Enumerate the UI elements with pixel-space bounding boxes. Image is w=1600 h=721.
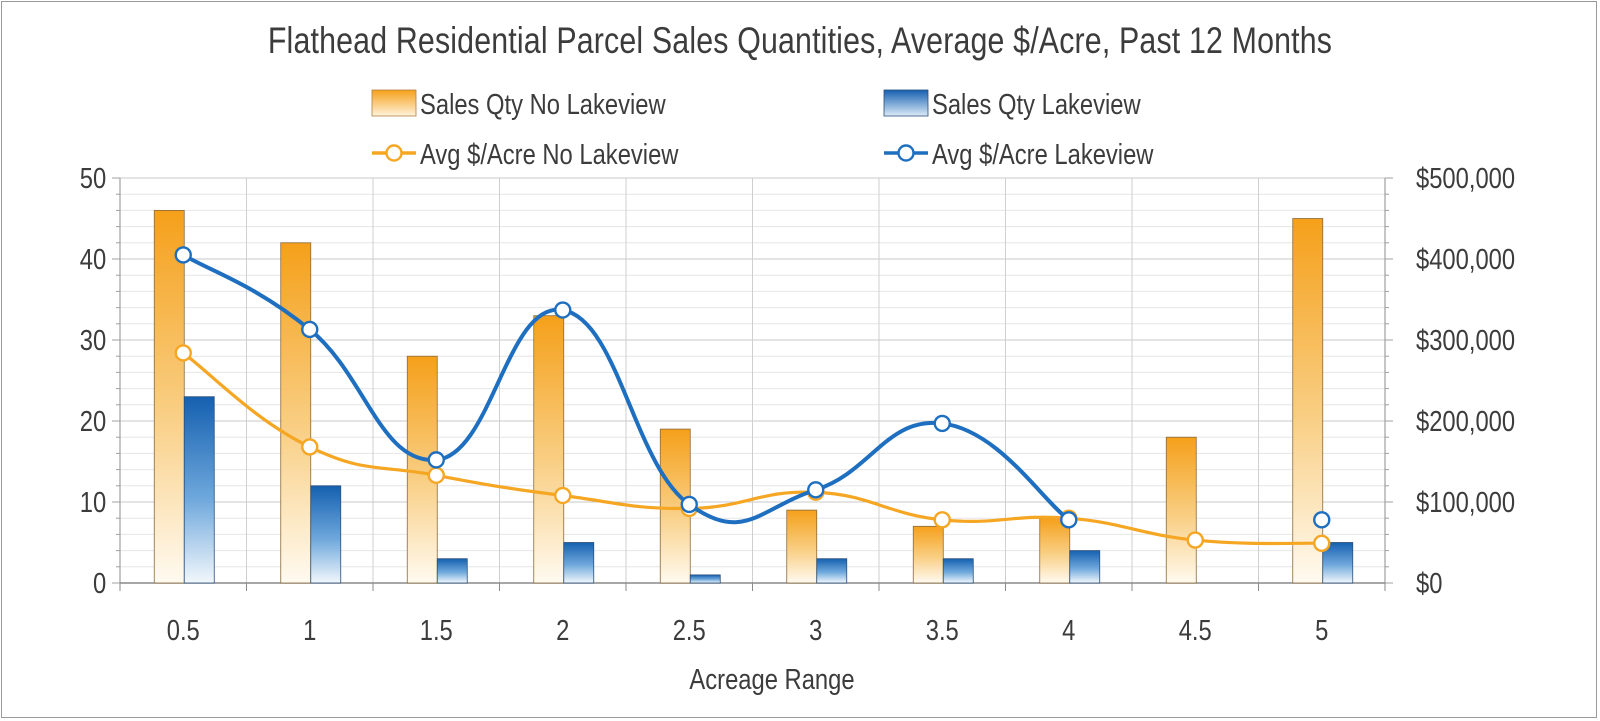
bar <box>942 558 974 584</box>
bar <box>912 525 944 584</box>
bars <box>153 209 1354 584</box>
y2-tick-label: $200,000 <box>1416 405 1515 438</box>
legend-marker <box>897 144 915 162</box>
legend-marker <box>385 144 403 162</box>
x-tick-label: 1.5 <box>420 614 453 647</box>
bar <box>436 558 468 584</box>
y-tick-label: 20 <box>80 405 106 438</box>
line-point <box>301 438 319 456</box>
bar <box>153 209 185 584</box>
bar <box>1069 550 1101 584</box>
line-point <box>933 511 951 529</box>
line-point <box>301 320 319 339</box>
y-tick-label: 0 <box>93 567 106 600</box>
x-axis-title: Acreage Range <box>689 663 854 696</box>
y-tick-label: 30 <box>80 324 106 357</box>
legend: Sales Qty No Lakeview Sales Qty Lakeview A… <box>371 88 1154 171</box>
line-point <box>174 246 192 264</box>
bar <box>533 315 565 584</box>
y-tick-label: 40 <box>80 243 106 276</box>
chart-title: Flathead Residential Parcel Sales Quanti… <box>267 20 1333 61</box>
line-point <box>1186 531 1204 549</box>
bar <box>1165 436 1197 584</box>
x-tick-label: 0.5 <box>167 614 200 647</box>
line-point <box>680 495 698 514</box>
bar <box>183 396 215 584</box>
line-point <box>174 344 192 362</box>
y2-tick-label: $400,000 <box>1416 243 1515 276</box>
line-point <box>427 451 445 469</box>
bar <box>1039 517 1071 584</box>
legend-label: Avg $/Acre No Lakeview <box>420 138 679 171</box>
y2-tick-label: $100,000 <box>1416 486 1515 519</box>
line-point <box>427 466 445 484</box>
x-tick-label: 2 <box>556 614 569 647</box>
x-tick-label: 3.5 <box>926 614 959 647</box>
legend-label: Avg $/Acre Lakeview <box>932 138 1154 171</box>
y-tick-label: 10 <box>80 486 106 519</box>
legend-swatch <box>371 89 417 117</box>
x-tick-label: 4.5 <box>1179 614 1212 647</box>
legend-swatch <box>883 89 929 117</box>
bar <box>1292 218 1324 584</box>
bar <box>689 574 721 584</box>
legend-label: Sales Qty Lakeview <box>932 88 1141 121</box>
bar <box>280 242 312 584</box>
axis-labels: 0 10 20 30 40 50 $0 $100,000 $200,000 $300,000 $40… <box>80 162 1515 696</box>
y2-tick-label: $0 <box>1416 567 1442 600</box>
x-tick-label: 5 <box>1315 614 1328 647</box>
legend-label: Sales Qty No Lakeview <box>420 88 666 121</box>
x-tick-label: 2.5 <box>673 614 706 647</box>
x-tick-label: 1 <box>303 614 316 647</box>
bar <box>310 485 342 584</box>
line-point <box>554 301 572 319</box>
bar <box>786 509 818 584</box>
line-point <box>1313 511 1331 529</box>
bar <box>816 558 848 584</box>
line-point <box>1313 534 1331 553</box>
y2-tick-label: $300,000 <box>1416 324 1515 357</box>
y2-tick-label: $500,000 <box>1416 162 1515 195</box>
lines <box>174 246 1331 553</box>
series-line <box>182 351 1322 546</box>
x-tick-label: 4 <box>1062 614 1075 647</box>
line-point <box>554 486 572 505</box>
line-point <box>933 414 951 433</box>
series-line <box>182 253 1070 525</box>
y-tick-label: 50 <box>80 162 106 195</box>
x-tick-label: 3 <box>809 614 822 647</box>
bar <box>563 542 595 584</box>
line-point <box>807 481 825 499</box>
line-point <box>1060 511 1078 529</box>
